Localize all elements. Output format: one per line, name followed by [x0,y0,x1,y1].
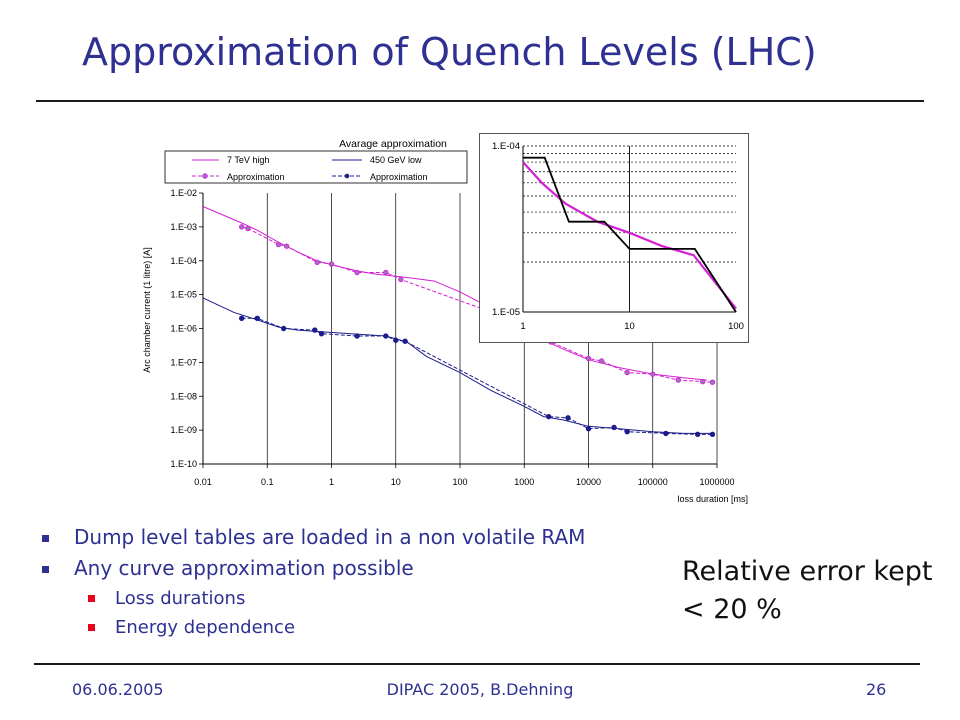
inset-chart: 1 10 100 1.E-05 1.E-04 [479,133,749,343]
y-tick-label: 1.E-06 [170,324,197,334]
inset-x-tick-label: 1 [520,321,525,332]
approximation-point [354,333,360,339]
sub-bullet-item: Energy dependence [36,613,585,642]
approximation-point [383,333,389,339]
y-tick-label: 1.E-07 [170,357,197,367]
x-tick-label: 10 [391,477,401,487]
x-tick-label: 1 [329,477,334,487]
legend-label-high: 7 TeV high [227,155,269,165]
inset-grid [523,145,736,312]
approximation-point [585,355,592,362]
approximation-point [700,378,706,385]
y-tick-label: 1.E-02 [170,188,197,198]
sub-bullet-item: Loss durations [36,584,585,613]
chart-title: Avarage approximation [339,138,447,150]
approximation-point [254,315,260,322]
approximation-line [241,226,713,383]
inset-series [522,156,737,313]
approximation-point [565,415,571,421]
approximation-point [238,315,245,322]
inset-axes: 1 10 100 1.E-05 1.E-04 [492,141,744,332]
y-tick-label: 1.E-09 [170,425,197,435]
inset-y-tick-label: 1.E-04 [492,141,520,152]
y-tick-label: 1.E-03 [170,222,197,232]
y-axis-label: Arc chamber current (1 litre) [A] [142,247,152,373]
approximation-point [709,379,716,385]
x-tick-label: 100 [452,477,467,487]
approximation-point [585,426,592,432]
approximation-point [675,377,682,383]
bullet-list: Dump level tables are loaded in a non vo… [36,522,585,642]
approximation-point [245,225,251,232]
inset-x-tick-label: 10 [624,321,635,332]
legend-label-approx-low: Approximation [370,172,428,182]
inset-x-tick-label: 100 [728,321,744,332]
inset-quench-level-line [522,161,737,310]
footer-page-number: 26 [866,680,887,699]
y-tick-label: 1.E-05 [170,290,197,300]
y-tick-label: 1.E-10 [170,459,197,469]
x-tick-label: 1000 [514,477,534,487]
y-tick-label: 1.E-04 [170,256,197,266]
main-axes: 0.01 0.1 1 10 100 1000 10000 100000 1000000 1.E-1… [170,188,734,487]
approximation-point [275,241,282,248]
footer-date: 06.06.2005 [72,680,164,699]
approximation-point [280,325,287,332]
y-tick-label: 1.E-08 [170,391,197,401]
x-tick-label: 1000000 [699,477,734,487]
approximation-point [318,331,325,337]
main-series [202,206,716,438]
approximation-point [624,428,630,435]
side-note: Relative error kept < 20 % [682,553,932,629]
approximation-point [598,358,605,364]
approximation-point [354,269,360,276]
legend: 7 TeV high Approximation 450 GeV low App… [164,150,468,184]
approximation-point [383,269,389,276]
approximation-point [398,276,404,283]
approximation-point [624,369,630,376]
bullet-item: Dump level tables are loaded in a non vo… [36,522,585,553]
approximation-point [314,259,320,266]
approximation-point [312,327,318,333]
approximation-point [238,224,245,230]
inset-approximation-line [523,156,737,313]
approximation-point [393,337,399,343]
approximation-point [328,261,335,267]
x-axis-label: loss duration [ms] [677,494,748,504]
inset-y-tick-label: 1.E-05 [492,307,520,318]
approximation-point [709,431,716,438]
approximation-point [650,371,656,377]
approximation-point [694,431,701,438]
x-tick-label: 100000 [638,477,668,487]
footer-divider [34,663,920,665]
approximation-point [402,338,408,344]
x-tick-label: 10000 [576,477,601,487]
legend-label-approx-high: Approximation [227,172,285,182]
approximation-point [663,430,669,437]
approximation-point [611,424,617,431]
side-note-line-1: Relative error kept [682,556,933,587]
approximation-point [283,243,290,249]
footer-author: DIPAC 2005, B.Dehning [386,680,574,699]
title-divider [36,100,924,102]
approximation-point [545,413,552,420]
x-tick-label: 0.1 [261,477,274,487]
x-tick-label: 0.01 [194,477,212,487]
slide-title: Approximation of Quench Levels (LHC) [82,30,817,74]
legend-label-low: 450 GeV low [370,155,422,165]
bullet-item: Any curve approximation possible [36,553,585,584]
side-note-line-2: < 20 % [682,594,782,625]
